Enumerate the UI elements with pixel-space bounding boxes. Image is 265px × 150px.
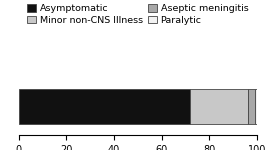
- Bar: [255, 89, 257, 124]
- Bar: [19, 89, 190, 124]
- Bar: [248, 89, 255, 124]
- Bar: [190, 89, 248, 124]
- Legend: Asymptomatic, Minor non-CNS Illness, Aseptic meningitis, Paralytic: Asymptomatic, Minor non-CNS Illness, Ase…: [26, 3, 249, 26]
